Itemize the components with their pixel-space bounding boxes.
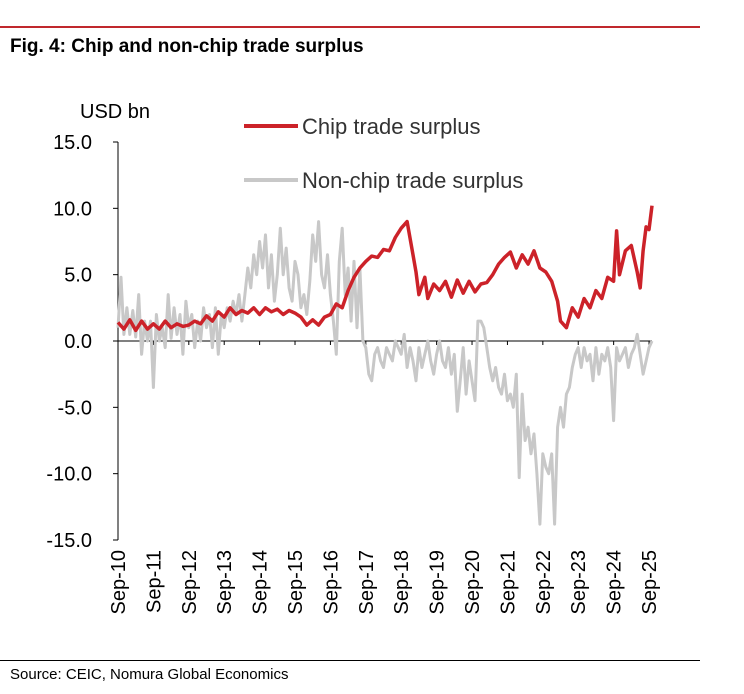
y-tick-label: 15.0 [53,132,92,154]
line-chart: 15.0 10.0 5.0 0.0 -5.0 -10.0 -15.0 USD bn Sep-1… [46,101,661,615]
y-tick-label: 5.0 [64,265,92,287]
x-tick-label: Sep-12 [179,550,201,615]
y-tick-label: -10.0 [46,464,92,486]
y-axis-unit-label: USD bn [80,101,150,123]
x-tick-label: Sep-24 [604,550,626,615]
x-tick-label: Sep-16 [320,550,342,615]
x-tick-label: Sep-20 [462,550,484,615]
source-note: Source: CEIC, Nomura Global Economics [10,666,289,683]
series-layer [116,205,654,526]
y-tick-label: -5.0 [58,397,92,419]
x-tick-label: Sep-15 [285,550,307,615]
x-tick-label: Sep-10 [108,550,130,615]
x-tick-label: Sep-18 [391,550,413,615]
legend-non-chip-label: Non-chip trade surplus [302,168,523,193]
x-tick-label: Sep-14 [250,550,272,615]
x-tick-label: Sep-21 [497,550,519,615]
non-chip-series-line [116,220,654,526]
figure-title: Fig. 4: Chip and non-chip trade surplus [10,36,364,57]
top-divider [0,26,700,28]
x-tick-label: Sep-11 [143,550,165,613]
x-tick-label: Sep-13 [214,550,236,615]
y-tick-label: 0.0 [64,331,92,353]
bottom-divider [0,660,700,661]
y-tick-label: 10.0 [53,198,92,220]
x-axis: Sep-10 Sep-11 Sep-12 Sep-13 Sep-14 Sep-15 Sep-… [108,340,661,615]
legend-chip-label: Chip trade surplus [302,114,481,139]
legend: Chip trade surplus Non-chip trade surplus [244,114,523,193]
x-tick-label: Sep-17 [356,550,378,615]
chip-series-line [116,205,654,333]
x-tick-label: Sep-23 [568,550,590,615]
x-tick-label: Sep-19 [427,550,449,615]
x-tick-label: Sep-25 [639,550,661,615]
y-tick-label: -15.0 [46,530,92,552]
x-tick-label: Sep-22 [533,550,555,615]
y-axis: 15.0 10.0 5.0 0.0 -5.0 -10.0 -15.0 USD bn [46,101,150,552]
